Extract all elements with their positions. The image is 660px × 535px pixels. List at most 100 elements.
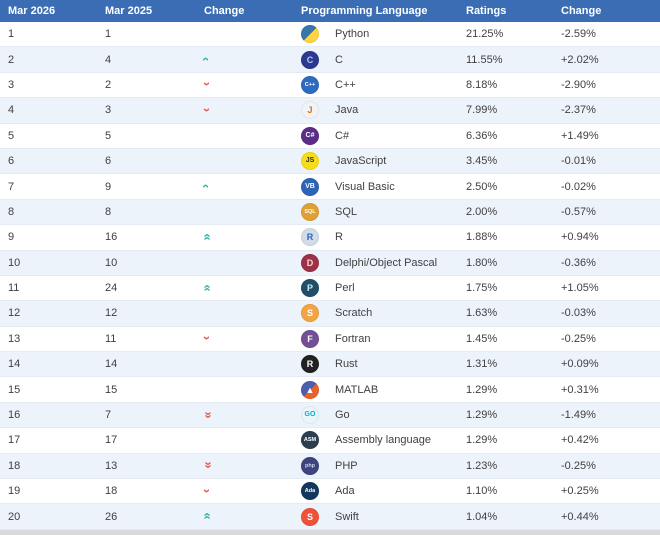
language-name: Ada [335, 485, 355, 498]
language-name: C [335, 53, 343, 66]
rank-current: 12 [8, 307, 21, 320]
rank-current: 6 [8, 155, 15, 168]
change-value: -2.37% [561, 104, 596, 117]
change-value: +1.05% [561, 282, 599, 295]
change-value: -0.03% [561, 307, 596, 320]
header-change-value: Change [561, 5, 602, 17]
cpp-icon: C++ [301, 75, 319, 94]
change-value: -0.01% [561, 155, 596, 168]
change-value: +2.02% [561, 53, 599, 66]
change-arrow-icon: « [200, 283, 216, 292]
rating-value: 1.29% [466, 383, 498, 396]
rank-previous: 24 [105, 282, 118, 295]
rating-value: 1.88% [466, 231, 498, 244]
language-name: R [335, 231, 343, 244]
language-name: Visual Basic [335, 180, 395, 193]
go-icon: GO [301, 406, 319, 425]
visual-basic-icon: VB [301, 177, 319, 196]
rating-value: 8.18% [466, 78, 498, 91]
change-value: -0.57% [561, 205, 596, 218]
rank-previous: 26 [105, 510, 118, 523]
table-row: 13 11 ‹ F Fortran 1.45% -0.25% [0, 326, 660, 353]
rank-previous: 8 [105, 205, 112, 218]
rating-value: 6.36% [466, 129, 498, 142]
header-change-arrow: Change [204, 5, 245, 17]
rank-current: 18 [8, 459, 21, 472]
rating-value: 1.10% [466, 485, 498, 498]
scratch-icon: S [301, 304, 319, 323]
language-name: Swift [335, 510, 359, 523]
change-arrow-icon: ‹ [199, 183, 215, 189]
table-row: 11 24 « P Perl 1.75% +1.05% [0, 275, 660, 302]
rank-current: 20 [8, 510, 21, 523]
change-value: +0.44% [561, 510, 599, 523]
change-value: -2.90% [561, 78, 596, 91]
r-icon: R [301, 228, 319, 247]
change-arrow-icon: ‹ [198, 82, 214, 87]
table-row: 18 13 « php PHP 1.23% -0.25% [0, 453, 660, 480]
rating-value: 1.45% [466, 332, 498, 345]
table-row: 10 10 D Delphi/Object Pascal 1.80% -0.36… [0, 250, 660, 276]
rank-current: 9 [8, 231, 15, 244]
c-icon: C [301, 50, 319, 69]
rating-value: 2.00% [466, 205, 498, 218]
rank-current: 4 [8, 104, 15, 117]
perl-icon: P [301, 279, 319, 298]
rank-previous: 18 [105, 485, 118, 498]
swift-icon: S [301, 507, 319, 526]
language-name: Scratch [335, 307, 373, 320]
change-arrow-icon: ‹ [198, 488, 214, 493]
javascript-icon: JS [301, 152, 319, 171]
change-value: +0.31% [561, 383, 599, 396]
rank-previous: 11 [105, 332, 117, 345]
rank-previous: 15 [105, 383, 118, 396]
rank-previous: 13 [105, 459, 118, 472]
change-value: +1.49% [561, 129, 599, 142]
matlab-icon: ▲ [301, 380, 319, 399]
header-language: Programming Language [301, 5, 428, 17]
table-row: 1 1 Python 21.25% -2.59% [0, 22, 660, 48]
header-rank-previous: Mar 2025 [105, 5, 153, 17]
rating-value: 2.50% [466, 180, 498, 193]
change-value: -0.02% [561, 180, 596, 193]
change-value: +0.94% [561, 231, 599, 244]
change-arrow-icon: ‹ [199, 56, 215, 62]
language-name: Perl [335, 282, 355, 295]
header-ratings: Ratings [466, 5, 507, 17]
rating-value: 1.29% [466, 409, 498, 422]
table-body: 1 1 Python 21.25% -2.59% 2 4 ‹ C C 11.55… [0, 22, 660, 530]
change-value: -0.25% [561, 332, 596, 345]
ada-icon: Ada [301, 482, 319, 501]
language-name: JavaScript [335, 155, 387, 168]
sql-icon: SQL [301, 202, 319, 221]
table-row: 12 12 S Scratch 1.63% -0.03% [0, 301, 660, 327]
change-arrow-icon: « [200, 233, 216, 241]
table-row: 8 8 SQL SQL 2.00% -0.57% [0, 199, 660, 226]
csharp-icon: C# [301, 126, 319, 145]
assembly-icon: ASM [301, 431, 319, 450]
change-value: -2.59% [561, 28, 596, 41]
rating-value: 7.99% [466, 104, 498, 117]
rating-value: 11.55% [466, 53, 503, 66]
rank-previous: 17 [105, 434, 118, 447]
rank-previous: 9 [105, 180, 112, 193]
table-row: 5 5 C# C# 6.36% +1.49% [0, 123, 660, 149]
table-row: 2 4 ‹ C C 11.55% +2.02% [0, 47, 660, 73]
header-rank-current: Mar 2026 [8, 5, 56, 17]
table-row: 15 15 ▲ MATLAB 1.29% +0.31% [0, 377, 660, 403]
change-value: -1.49% [561, 409, 596, 422]
rank-previous: 10 [105, 256, 118, 269]
language-name: PHP [335, 459, 358, 472]
table-row: 17 17 ASM Assembly language 1.29% +0.42% [0, 428, 660, 454]
table-row: 14 14 R Rust 1.31% +0.09% [0, 352, 660, 378]
rank-current: 13 [8, 332, 21, 345]
rating-value: 1.75% [466, 282, 498, 295]
rating-value: 1.63% [466, 307, 498, 320]
change-arrow-icon: « [199, 461, 215, 469]
language-name: Python [335, 28, 370, 41]
rank-previous: 3 [105, 104, 112, 117]
language-name: Delphi/Object Pascal [335, 256, 438, 269]
rust-icon: R [301, 355, 319, 374]
rating-value: 1.23% [466, 459, 498, 472]
